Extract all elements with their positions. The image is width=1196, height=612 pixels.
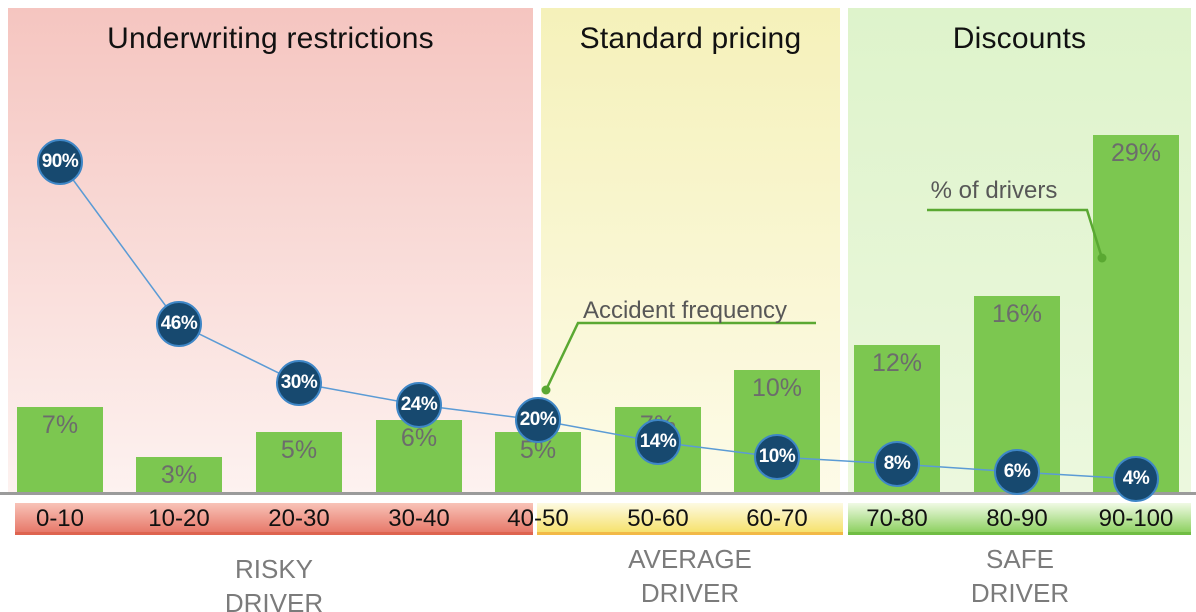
- bar-value-label: 5%: [280, 436, 318, 464]
- bar-value-label: 3%: [160, 461, 198, 489]
- accident-frequency-marker-10-20: 46%: [156, 301, 202, 347]
- x-tick-10-20: 10-20: [148, 505, 210, 532]
- pct-of-drivers-annotation: % of drivers: [930, 177, 1058, 204]
- x-tick-40-50: 40-50: [507, 505, 569, 532]
- x-tick-70-80: 70-80: [866, 505, 928, 532]
- driver-label-line: AVERAGE: [628, 544, 752, 574]
- x-tick-0-10: 0-10: [35, 505, 85, 532]
- accident-frequency-annotation: Accident frequency: [582, 297, 788, 324]
- accident-frequency-marker-70-80: 8%: [874, 441, 920, 487]
- accident-frequency-marker-20-30: 30%: [276, 360, 322, 406]
- driver-category-label-2: AVERAGE DRIVER: [540, 542, 840, 610]
- bar-value-label: 7%: [41, 411, 79, 439]
- x-tick-30-40: 30-40: [388, 505, 450, 532]
- axis-band-3: [848, 503, 1191, 535]
- accident-frequency-marker-50-60: 14%: [635, 419, 681, 465]
- accident-frequency-marker-40-50: 20%: [515, 397, 561, 443]
- bar-30-40: 6%: [376, 420, 462, 494]
- driver-category-label-3: SAFE DRIVER: [870, 542, 1170, 610]
- driver-label-line: RISKY: [234, 554, 314, 584]
- accident-frequency-marker-60-70: 10%: [754, 434, 800, 480]
- driver-label-line: SAFE: [986, 544, 1054, 574]
- axis-band-2: [537, 503, 843, 535]
- driver-label-line: DRIVER: [640, 578, 740, 608]
- accident-frequency-marker-80-90: 6%: [994, 449, 1040, 495]
- bar-10-20: 3%: [136, 457, 222, 494]
- zone-title-3: Discounts: [952, 22, 1087, 55]
- accident-frequency-marker-30-40: 24%: [396, 382, 442, 428]
- accident-frequency-marker-90-100: 4%: [1113, 456, 1159, 502]
- bar-value-label: 29%: [1110, 139, 1162, 167]
- accident-frequency-marker-0-10: 90%: [37, 139, 83, 185]
- axis-band-1: [15, 503, 533, 535]
- zone-title-2: Standard pricing: [579, 22, 802, 55]
- x-tick-80-90: 80-90: [986, 505, 1048, 532]
- x-axis-line: [0, 492, 1196, 495]
- bar-90-100: 29%: [1093, 135, 1179, 494]
- driver-label-line: DRIVER: [224, 588, 324, 612]
- bar-value-label: 12%: [871, 349, 923, 377]
- bar-0-10: 7%: [17, 407, 103, 494]
- driver-label-line: DRIVER: [970, 578, 1070, 608]
- x-tick-20-30: 20-30: [268, 505, 330, 532]
- x-tick-60-70: 60-70: [746, 505, 808, 532]
- bar-value-label: 6%: [400, 424, 438, 452]
- zone-title-1: Underwriting restrictions: [107, 22, 434, 55]
- bar-20-30: 5%: [256, 432, 342, 494]
- x-tick-90-100: 90-100: [1098, 505, 1174, 532]
- driver-category-label-1: RISKY DRIVER: [124, 552, 424, 612]
- x-tick-50-60: 50-60: [627, 505, 689, 532]
- bar-value-label: 10%: [751, 374, 803, 402]
- bar-value-label: 16%: [991, 300, 1043, 328]
